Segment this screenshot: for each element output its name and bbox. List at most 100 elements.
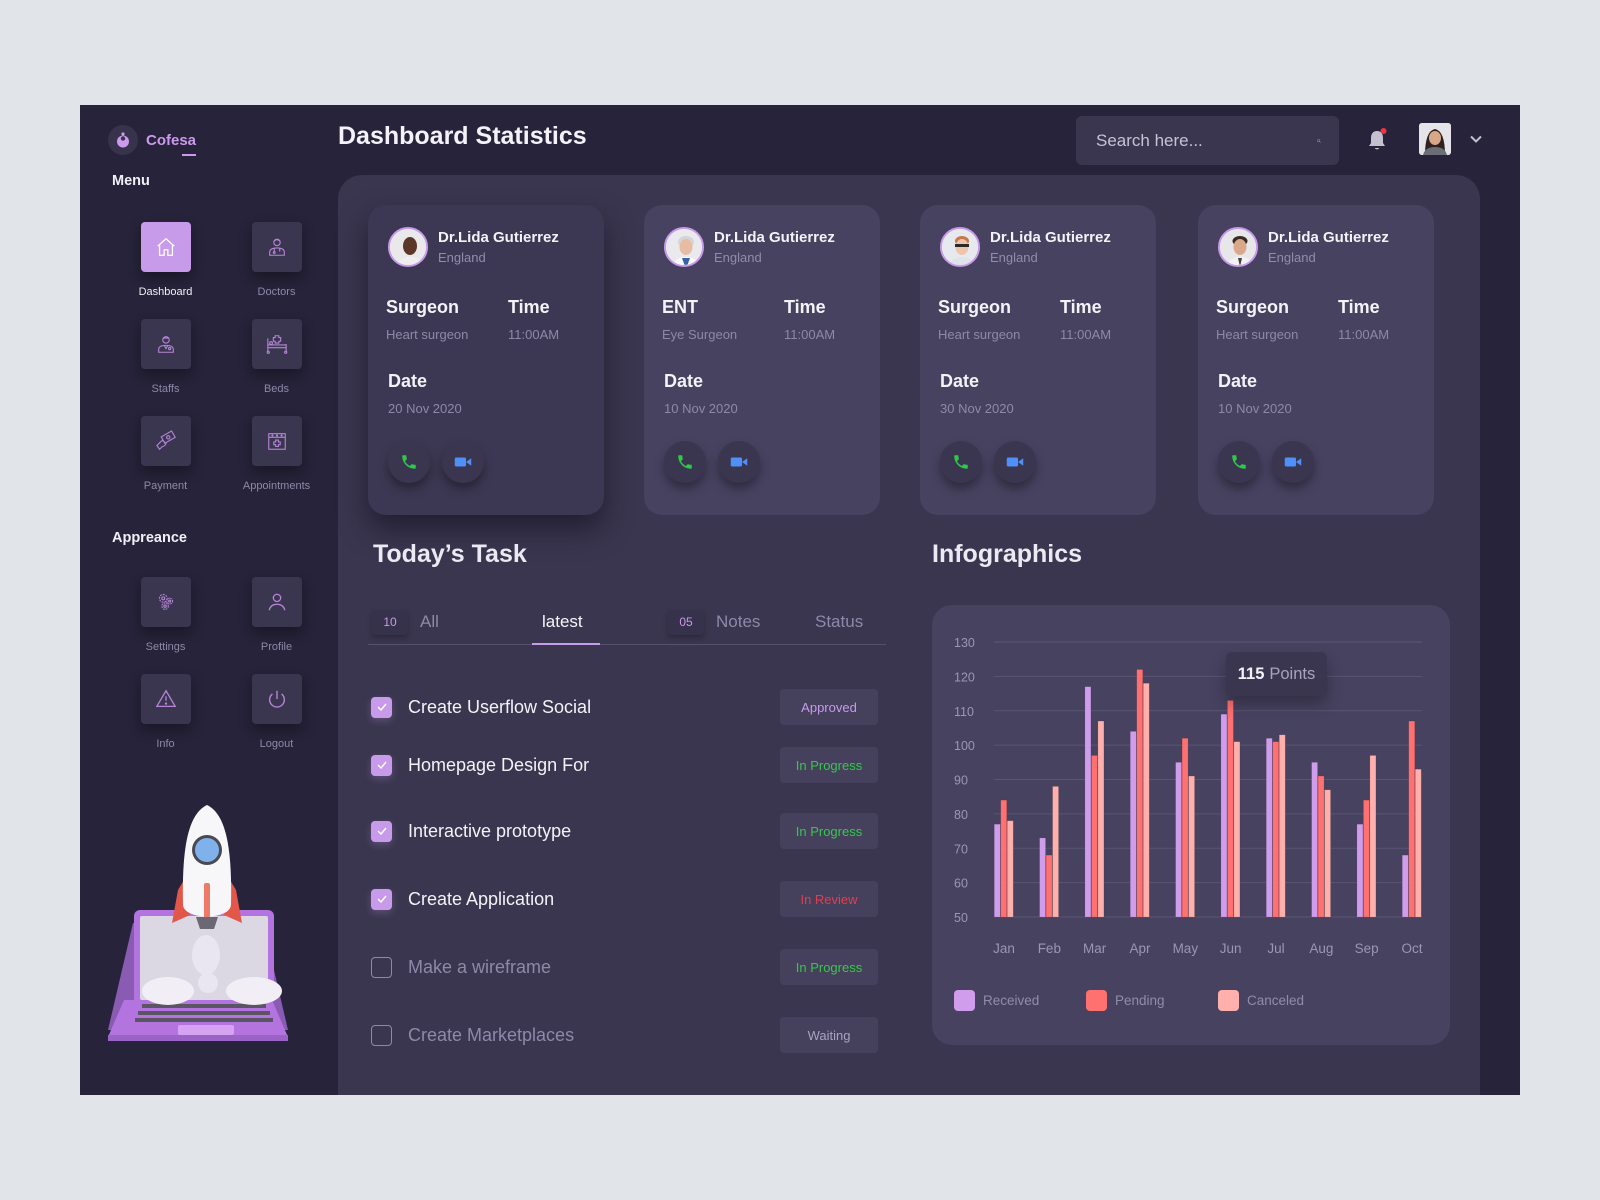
tab-latest[interactable]: latest [542,605,583,639]
phone-call-button[interactable] [940,441,982,483]
chevron-down-icon[interactable] [1468,131,1484,147]
staff-icon [157,336,174,353]
chart-bar [1039,837,1046,918]
search-input[interactable] [1096,130,1317,151]
video-call-button[interactable] [442,441,484,483]
task-checkbox[interactable] [371,888,392,910]
search-icon[interactable] [1317,128,1321,154]
chart-bar [1363,799,1370,918]
legend-label: Pending [1115,993,1165,1008]
sidebar-item-profile[interactable]: Profile [221,577,332,653]
sidebar-item-settings[interactable]: Settings [110,577,221,653]
menu-heading: Menu [112,173,150,189]
task-label: Create Userflow Social [408,696,592,717]
tooltip-unit: Points [1269,664,1316,683]
task-checkbox[interactable] [371,820,392,842]
task-section-title: Today’s Task [373,540,527,568]
phone-call-button[interactable] [388,441,430,483]
brand-logo[interactable]: Cofesa [108,125,197,156]
doctor-specialty: Surgeon [1216,297,1290,317]
task-checkbox[interactable] [371,696,392,718]
svg-text:110: 110 [954,705,974,719]
chart-bar [1175,762,1182,918]
video-call-button[interactable] [1272,441,1314,483]
svg-text:80: 80 [954,808,968,822]
legend-item-canceled[interactable]: Canceled [1218,990,1350,1011]
svg-text:120: 120 [954,670,975,684]
status-badge: In Progress [780,949,878,985]
appointment-date: 30 Nov 2020 [940,401,1014,416]
svg-text:May: May [1173,941,1199,956]
chart-bar [1311,762,1318,918]
tab-label: latest [542,612,583,631]
svg-text:Jun: Jun [1220,941,1242,956]
video-call-button[interactable] [994,441,1036,483]
tab-notes[interactable]: 05 Notes [668,605,760,639]
search-bar[interactable] [1076,116,1339,165]
task-checkbox[interactable] [371,956,392,978]
sidebar-item-staffs[interactable]: Staffs [110,319,221,395]
bed-icon [266,335,287,354]
doctor-location: England [990,250,1038,265]
phone-icon [402,455,416,469]
chart-bar [1227,700,1234,918]
sidebar-item-payment[interactable]: Payment [110,416,221,492]
sidebar: Cofesa Menu Dashboard Doctors Staffs [80,105,330,1095]
chart-bar [1142,682,1150,918]
sidebar-item-info[interactable]: Info [110,674,221,750]
menu-nav: Dashboard Doctors Staffs Beds [110,222,310,492]
sidebar-item-appointments[interactable]: Appointments [221,416,332,492]
doctor-location: England [1268,250,1316,265]
notification-bell-icon[interactable] [1365,127,1389,153]
task-row: Homepage Design For In Progress [371,747,878,783]
task-checkbox[interactable] [371,754,392,776]
doctor-subspecialty: Heart surgeon [938,327,1021,342]
page-title: Dashboard Statistics [338,122,587,150]
sidebar-item-label: Payment [143,480,188,492]
gear-icon [158,593,173,610]
legend-swatch [1218,990,1239,1011]
task-checkbox[interactable] [371,1024,392,1046]
legend-item-received[interactable]: Received [954,990,1086,1011]
task-label: Make a wireframe [408,956,552,977]
bar-chart[interactable]: 50 60 70 80 90 100 110 120 130 Jan Feb Mar Apr May Jun… [932,605,1450,985]
doctor-name: Dr.Lida Gutierrez [714,229,835,246]
video-call-button[interactable] [718,441,760,483]
chart-bar [993,823,1001,918]
sidebar-item-doctors[interactable]: Doctors [221,222,332,298]
sidebar-item-label: Settings [145,641,186,653]
tab-status[interactable]: Status [815,605,863,639]
doctor-specialty: Surgeon [938,297,1012,317]
legend-item-pending[interactable]: Pending [1086,990,1218,1011]
doctor-location: England [714,250,762,265]
phone-call-button[interactable] [664,441,706,483]
appointment-time: 11:00AM [508,327,560,342]
appointment-time: 11:00AM [784,327,836,342]
doctor-card[interactable]: Dr.Lida Gutierrez England Surgeon Heart s… [920,205,1156,515]
status-badge: In Progress [780,813,878,849]
doctor-card[interactable]: Dr.Lida Gutierrez England ENT Eye Surgeon… [644,205,880,515]
svg-text:60: 60 [954,877,968,891]
chart-bar [1097,720,1105,918]
chart-tooltip: 115 Points [1226,652,1327,696]
doctor-name: Dr.Lida Gutierrez [1268,229,1389,246]
user-icon [268,593,285,611]
chart-bar [1401,854,1409,918]
sidebar-item-beds[interactable]: Beds [221,319,332,395]
chart-bar [1188,775,1195,918]
chart-bar [1129,731,1137,918]
doctor-name: Dr.Lida Gutierrez [990,229,1111,246]
time-label: Time [784,297,826,317]
doctor-card[interactable]: Dr.Lida Gutierrez England Surgeon Heart s… [368,205,604,515]
sidebar-item-logout[interactable]: Logout [221,674,332,750]
date-label: Date [1218,371,1258,391]
doctor-card[interactable]: Dr.Lida Gutierrez England Surgeon Heart s… [1198,205,1434,515]
appearance-nav: Settings Profile Info Logout [110,577,310,750]
tab-all[interactable]: 10 All [372,605,439,639]
phone-call-button[interactable] [1218,441,1260,483]
sidebar-item-dashboard[interactable]: Dashboard [110,222,221,298]
logo-icon [108,125,138,155]
chart-bar [1272,741,1280,918]
user-avatar[interactable] [1419,123,1451,155]
chart-bar [1278,734,1286,918]
